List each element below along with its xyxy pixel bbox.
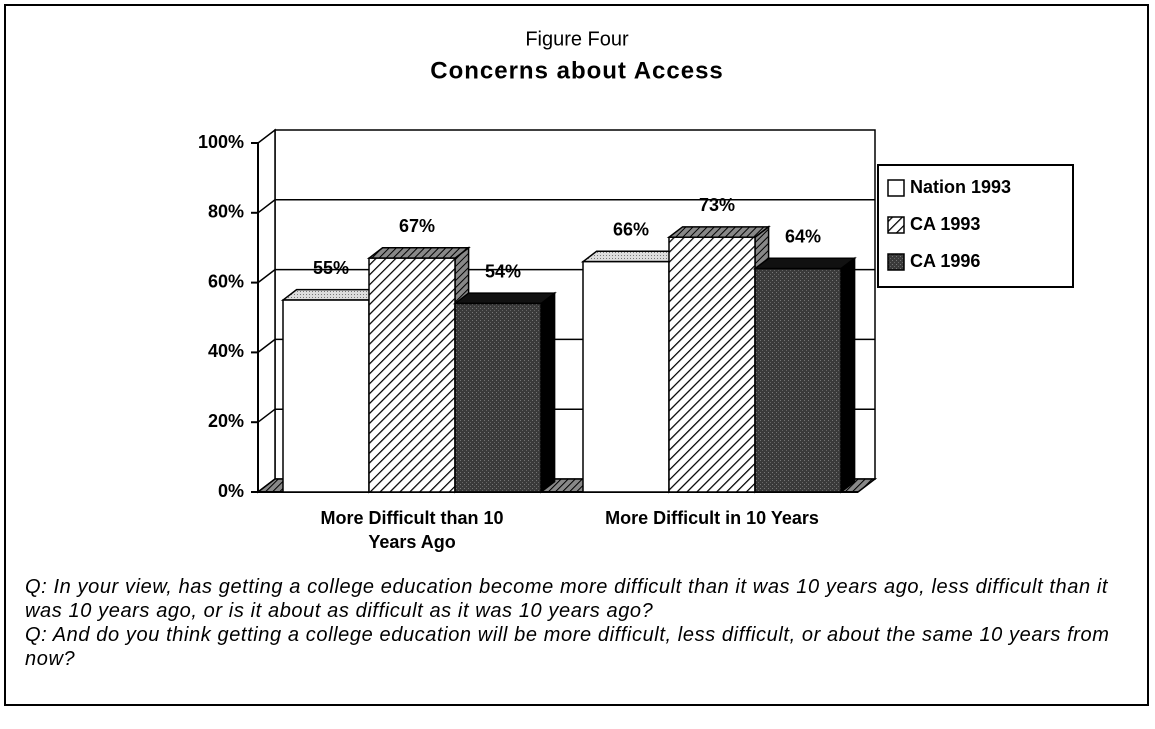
bar-side — [540, 291, 556, 494]
chart-subtitle: Concerns about Access — [430, 57, 724, 84]
note: Q: In your view, has getting a college e… — [25, 576, 1109, 622]
legend-box — [877, 164, 1074, 288]
y-tick-label: 20% — [208, 411, 244, 431]
bar-top — [752, 257, 857, 270]
bar — [282, 299, 370, 493]
x-tick-label: More Difficult in 10 Years — [605, 508, 819, 528]
bar — [368, 257, 456, 493]
bar-top — [366, 247, 471, 259]
legend-label: CA 1993 — [910, 214, 980, 234]
bar-top — [280, 288, 385, 301]
data-label: 67% — [399, 216, 435, 236]
x-tick-label: More Difficult than 10 Years Ago — [320, 508, 504, 552]
legend-swatch — [887, 253, 905, 271]
notes: Q: In your view, has getting a college e… — [25, 575, 1125, 671]
bar — [668, 236, 756, 493]
legend-label: Nation 1993 — [910, 177, 1011, 197]
legend-label: CA 1996 — [910, 251, 980, 271]
legend-swatch — [887, 179, 905, 197]
data-label: 54% — [485, 261, 521, 281]
bar-top — [666, 226, 771, 238]
grid-line — [257, 199, 875, 214]
y-tick-label: 60% — [208, 271, 244, 291]
side-wall — [257, 128, 276, 494]
y-tick-label: 40% — [208, 341, 244, 361]
note: Q: And do you think getting a college ed… — [25, 624, 1110, 670]
bar — [754, 267, 842, 493]
y-tick-label: 100% — [198, 132, 244, 152]
bar — [582, 260, 670, 493]
data-label: 66% — [613, 219, 649, 239]
y-tick-label: 80% — [208, 202, 244, 222]
data-label: 73% — [699, 195, 735, 215]
chart-title: Figure Four — [525, 28, 629, 50]
data-label: 55% — [313, 258, 349, 278]
data-label: 64% — [785, 226, 821, 246]
legend-swatch — [887, 216, 905, 234]
bar-top — [580, 250, 685, 263]
y-tick-label: 0% — [218, 481, 244, 501]
frame — [4, 4, 1149, 706]
bar-side — [840, 256, 856, 494]
legend: Nation 1993 CA 1993 CA 1996 — [877, 164, 1074, 288]
bar — [454, 302, 542, 493]
bar-top — [452, 292, 557, 305]
